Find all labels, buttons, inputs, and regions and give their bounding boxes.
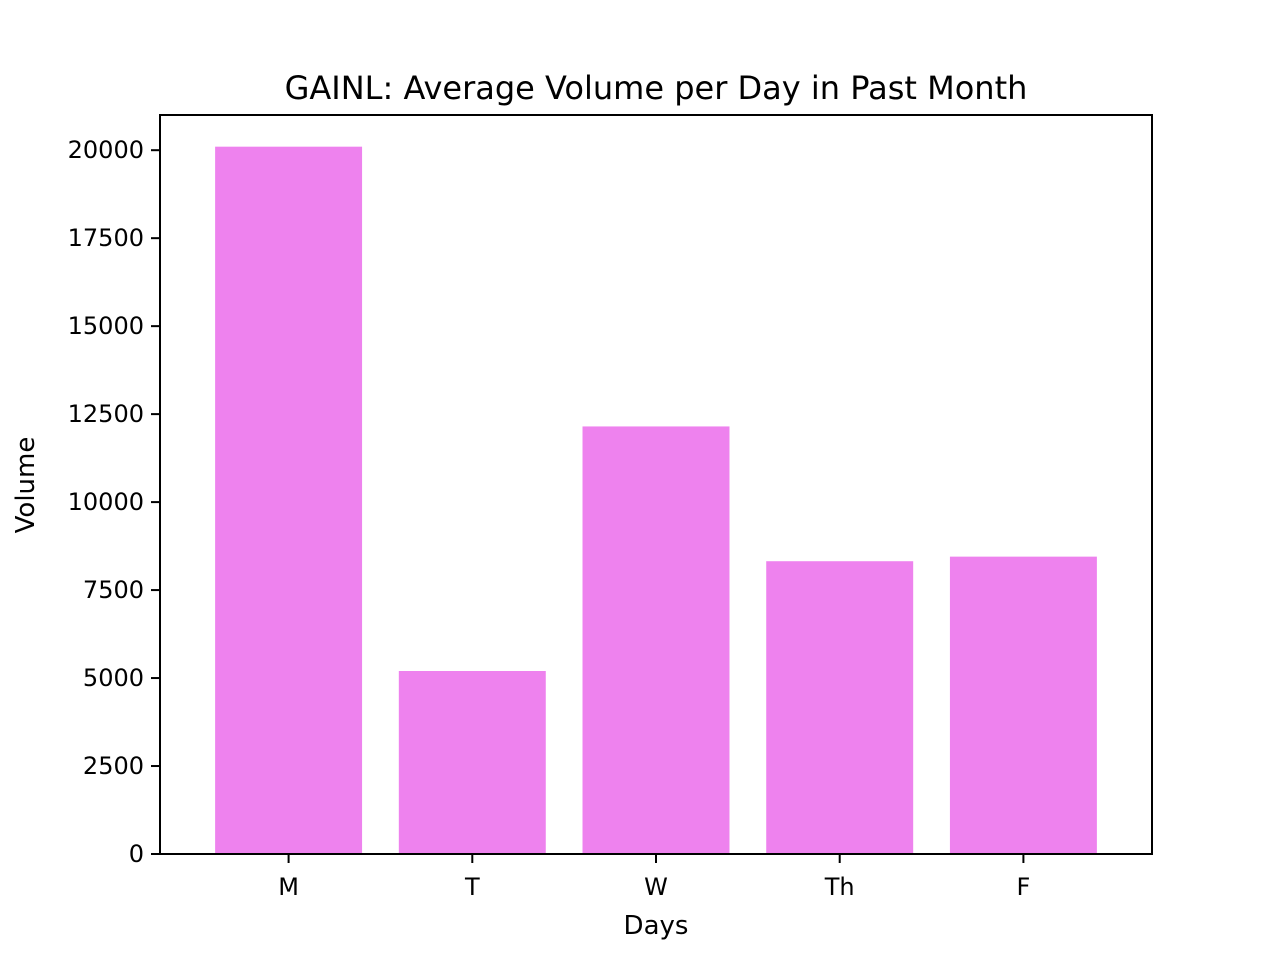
plot-frame — [159, 114, 1153, 855]
y-tick-label: 7500 — [83, 576, 144, 604]
x-tick-label: M — [278, 873, 299, 901]
bars-group — [215, 146, 1097, 854]
y-tick-label: 20000 — [68, 136, 144, 164]
y-tick-label: 15000 — [68, 312, 144, 340]
y-axis-label: Volume — [11, 437, 41, 534]
y-tick-label: 12500 — [68, 400, 144, 428]
bar-m — [215, 146, 363, 854]
y-tick-label: 5000 — [83, 664, 144, 692]
y-tick-label: 2500 — [83, 752, 144, 780]
bar-w — [582, 426, 730, 854]
x-axis-label: Days — [624, 911, 689, 941]
y-tick-label: 17500 — [68, 224, 144, 252]
x-tick-label: F — [1017, 873, 1031, 901]
bar-t — [398, 671, 546, 854]
chart-title: GAINL: Average Volume per Day in Past Mo… — [285, 69, 1028, 107]
x-tick-label: T — [464, 873, 480, 901]
x-axis-ticks: M T W Th F — [278, 854, 1030, 901]
y-axis-ticks: 0 2500 5000 7500 10000 12500 15000 17500 20000 — [68, 136, 160, 868]
y-tick-label: 10000 — [68, 488, 144, 516]
y-tick-label: 0 — [129, 840, 144, 868]
bar-f — [949, 556, 1097, 854]
x-tick-label: Th — [824, 873, 855, 901]
bar-th — [766, 561, 914, 854]
x-tick-label: W — [644, 873, 668, 901]
